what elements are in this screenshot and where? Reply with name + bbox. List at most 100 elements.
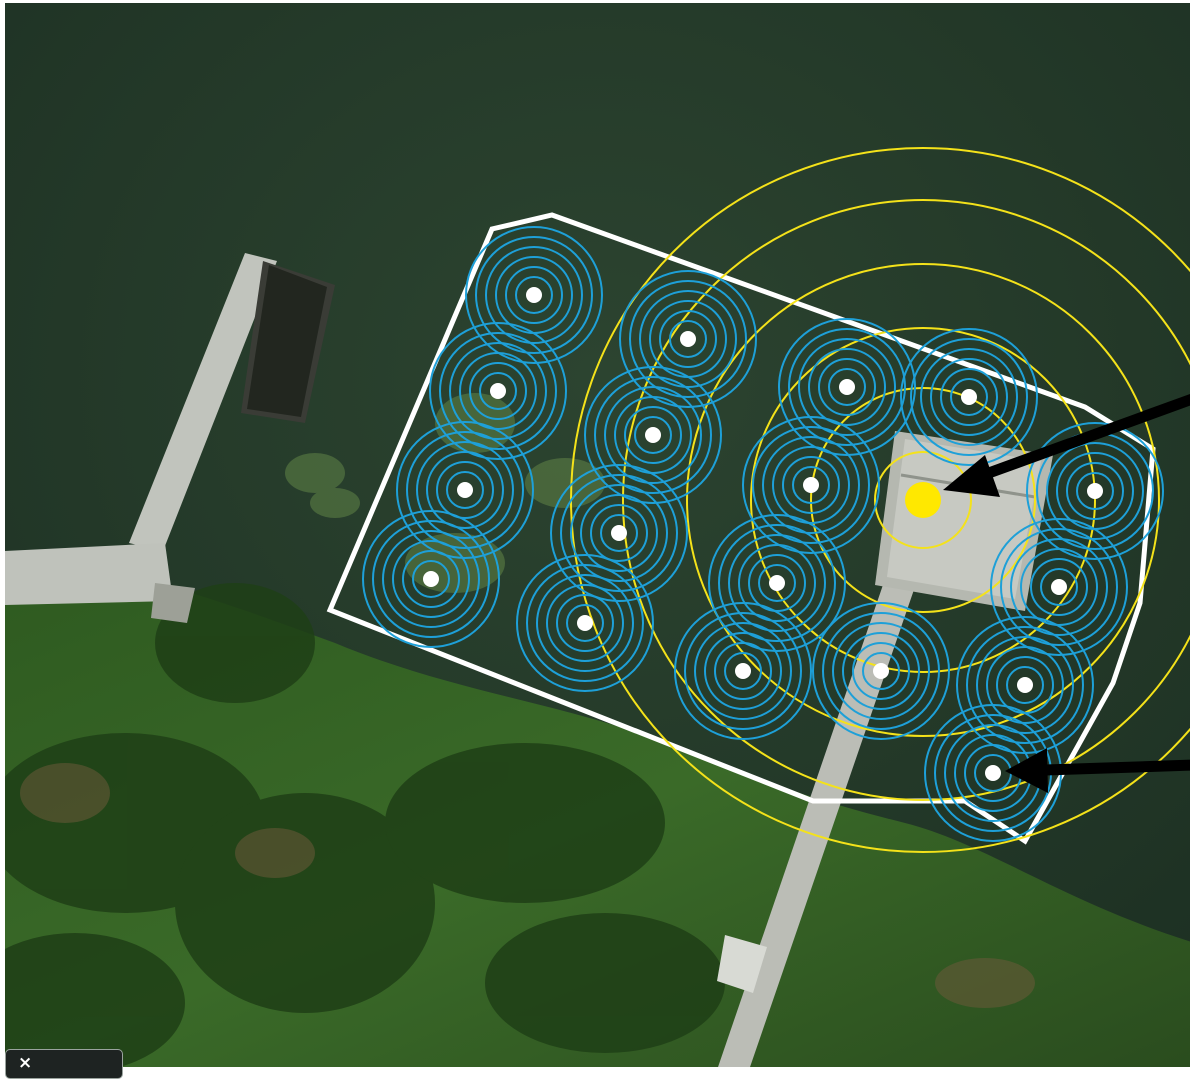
brown-patches — [20, 763, 1035, 1008]
sensor-ring — [1076, 472, 1114, 510]
sensor-ring — [590, 504, 648, 562]
sensor-ring — [1026, 422, 1164, 560]
sensor-point-4[interactable] — [645, 427, 661, 443]
sensor-points[interactable] — [423, 287, 1103, 781]
target-ring — [810, 387, 1036, 613]
map-view[interactable] — [5, 3, 1190, 1067]
sensor-point-8[interactable] — [611, 525, 627, 541]
sensor-ring — [629, 280, 747, 398]
sensor-point-12[interactable] — [577, 615, 593, 631]
sensor-ring — [758, 564, 796, 602]
sensor-ring — [634, 416, 672, 454]
sensor-ring — [580, 494, 658, 572]
sensor-ring — [475, 236, 593, 354]
close-button[interactable]: × — [5, 1049, 123, 1079]
sensor-ring — [1066, 462, 1124, 520]
sensor-ring — [812, 602, 950, 740]
sensor-ring — [808, 348, 886, 426]
sensor-ring — [416, 441, 514, 539]
sensor-point-16[interactable] — [873, 663, 889, 679]
sensor-point-1[interactable] — [526, 287, 542, 303]
sensor-point-10[interactable] — [1087, 483, 1103, 499]
sensor-ring — [446, 471, 484, 509]
sensor-ring — [742, 416, 880, 554]
sensor-ring — [436, 461, 494, 519]
sensor-ring — [402, 550, 460, 608]
sensor-ring — [396, 421, 534, 559]
close-icon: × — [18, 1053, 33, 1073]
sensor-ring — [382, 530, 480, 628]
sensor-ring — [782, 456, 840, 514]
sensor-ring — [950, 378, 988, 416]
sensor-ring — [1010, 538, 1108, 636]
target-ring — [622, 199, 1190, 801]
sensor-ring — [900, 328, 1038, 466]
sensor-ring — [718, 524, 836, 642]
sensor-ring — [684, 612, 802, 730]
sensor-point-9[interactable] — [803, 477, 819, 493]
sensor-point-15[interactable] — [735, 663, 751, 679]
sensor-ring — [600, 514, 638, 552]
sensor-ring — [1040, 568, 1078, 606]
sensor-ring — [752, 426, 870, 544]
arrow-to-target — [943, 393, 1190, 497]
sensor-ring — [862, 652, 900, 690]
sensor-ring — [566, 604, 604, 642]
sensor-ring — [426, 451, 504, 529]
sensor-ring — [738, 544, 816, 622]
sensor-point-17[interactable] — [1017, 677, 1033, 693]
sensor-ring — [439, 332, 557, 450]
sensor-point-5[interactable] — [839, 379, 855, 395]
sensor-ring — [362, 510, 500, 648]
sensor-ring — [990, 518, 1128, 656]
sensor-ring — [392, 540, 470, 618]
sensor-point-13[interactable] — [769, 575, 785, 591]
sensor-ring — [515, 276, 553, 314]
sensor-ring — [1046, 442, 1144, 540]
sensor-point-7[interactable] — [457, 482, 473, 498]
sensor-ring — [1000, 528, 1118, 646]
sensor-ring — [624, 406, 682, 464]
sensor-ring — [546, 584, 624, 662]
sensor-ring — [1006, 666, 1044, 704]
sensor-ring — [708, 514, 846, 652]
sensor-ring — [669, 320, 707, 358]
sensor-ring — [920, 348, 1018, 446]
sensor-ring — [724, 652, 762, 690]
sensor-ring — [469, 362, 527, 420]
sensor-point-3[interactable] — [490, 383, 506, 399]
sensor-ring — [516, 554, 654, 692]
sensor-ring — [526, 564, 644, 682]
target-ring — [686, 263, 1160, 737]
sensor-ring — [570, 484, 668, 582]
sensor-ring — [842, 632, 920, 710]
sensor-ring — [674, 602, 812, 740]
sensor-ring — [550, 464, 688, 602]
sensor-ring — [976, 636, 1074, 734]
arrow-to-sensor — [1005, 748, 1190, 793]
sensor-ring — [659, 310, 717, 368]
sensor-ring — [792, 466, 830, 504]
sensor-ring — [714, 642, 772, 700]
sensor-ring — [778, 318, 916, 456]
sensor-ring — [465, 226, 603, 364]
sensor-point-6[interactable] — [961, 389, 977, 405]
survey-boundary — [326, 212, 1156, 845]
sensor-point-2[interactable] — [680, 331, 696, 347]
sensor-ring — [832, 622, 930, 720]
target-point[interactable] — [905, 482, 941, 518]
sensor-ring — [479, 372, 517, 410]
sensor-point-14[interactable] — [1051, 579, 1067, 595]
left-pier — [5, 253, 335, 623]
sensor-ring — [728, 534, 826, 632]
sensor-ring — [966, 626, 1084, 744]
sensor-ring — [536, 574, 634, 672]
sensor-ring — [449, 342, 547, 440]
sensor-ring — [828, 368, 866, 406]
target-ring — [750, 327, 1096, 673]
sensor-ring — [372, 520, 490, 638]
sensor-ring — [694, 622, 792, 720]
sensor-point-18[interactable] — [985, 765, 1001, 781]
sensor-point-11[interactable] — [423, 571, 439, 587]
sensor-ring — [604, 386, 702, 484]
